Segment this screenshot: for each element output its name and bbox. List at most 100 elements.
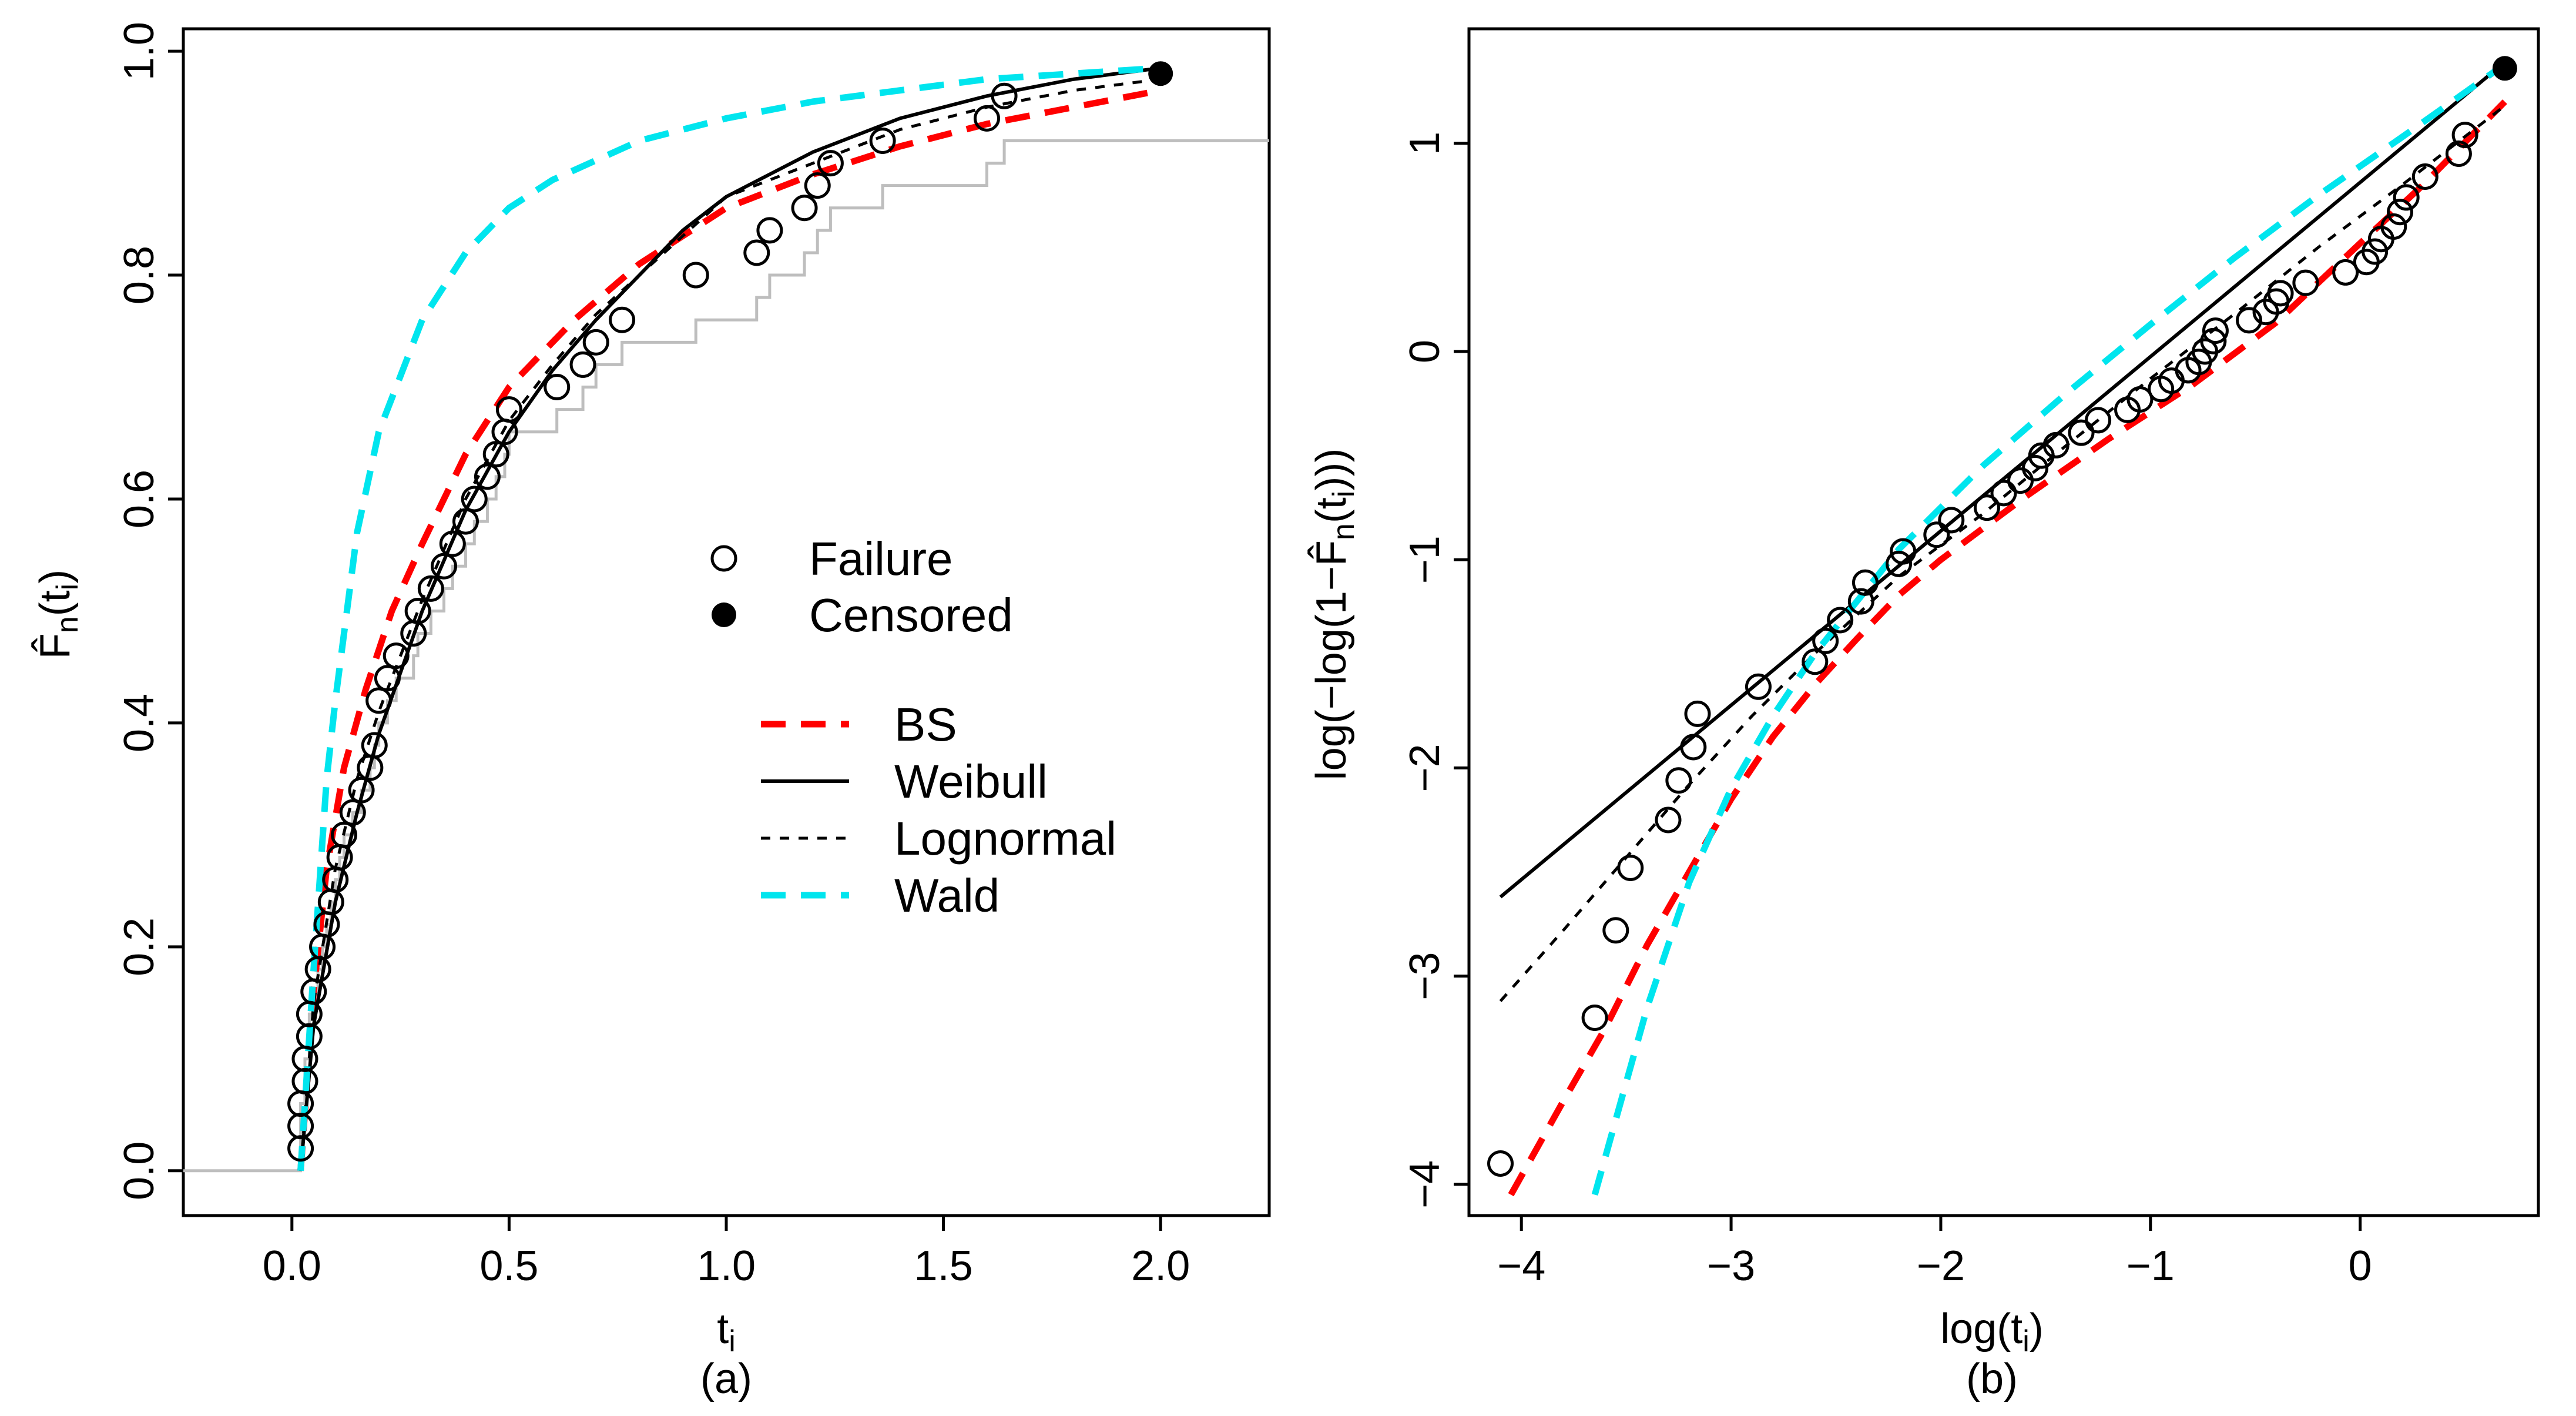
failure-point: [1802, 648, 1829, 675]
failure-point: [461, 486, 488, 513]
y-tick-label: 1.0: [116, 22, 163, 81]
legend-marker-failure: [710, 545, 737, 572]
y-tick-label: 0.0: [116, 1141, 163, 1200]
failure-point: [2411, 163, 2439, 190]
series-line-weibull: [1499, 61, 2506, 899]
x-tick-label: 1.0: [697, 1243, 756, 1290]
panel-a: 0.0 0.5 1.0 1.5 2.0 0.0 0.2 0.4 0.6 0.8 1.0 Failure…: [116, 22, 1271, 1290]
failure-point: [1602, 917, 1629, 944]
failure-point: [2202, 317, 2229, 344]
failure-point: [348, 776, 375, 804]
failure-point: [1886, 550, 1913, 577]
plot-area: [183, 61, 1269, 1173]
failure-point: [417, 575, 444, 602]
failure-point: [1655, 806, 1682, 833]
panel-b: −4 −3 −2 −1 0 −4 −3 −2 −1 0 1: [1401, 27, 2540, 1290]
failure-point: [1581, 1005, 1608, 1031]
legend-label: Censored: [809, 589, 1013, 641]
failure-point: [1852, 569, 1879, 596]
series-line-bs: [1508, 99, 2507, 1197]
panel-a-xlabel: ti: [717, 1305, 736, 1358]
series-line-wald: [297, 65, 1161, 1171]
failure-point: [2380, 213, 2407, 240]
failure-point: [1923, 521, 1950, 548]
failure-point: [1487, 1150, 1514, 1177]
failure-point: [2332, 259, 2359, 286]
failure-point: [2200, 327, 2227, 354]
censored-point: [2492, 56, 2517, 81]
x-tick-label: −2: [1917, 1243, 1965, 1290]
panel-a-label: (a): [700, 1355, 752, 1402]
failure-point: [1665, 767, 1692, 794]
failure-point: [609, 306, 636, 333]
y-tick-label: −1: [1401, 535, 1448, 584]
failure-point: [1684, 700, 1711, 727]
legend-label: Weibull: [894, 755, 1048, 808]
series-line-bs: [297, 87, 1162, 1171]
failure-point: [1973, 494, 2000, 521]
failure-point: [2236, 307, 2263, 334]
failure-point: [743, 239, 770, 266]
x-tick-label: −1: [2126, 1243, 2175, 1290]
failure-point: [2292, 269, 2319, 296]
series-line-lognormal: [1499, 105, 2506, 1002]
failure-point: [1990, 480, 2017, 507]
legend-label: BS: [894, 698, 957, 751]
ecdf-step-line: [183, 139, 1269, 1173]
failure-point: [404, 597, 431, 624]
failure-point: [1745, 673, 1772, 700]
panel-b-xlabel: log(ti): [1940, 1305, 2044, 1358]
legend-label: Lognormal: [894, 812, 1116, 865]
failure-point: [2445, 140, 2472, 168]
panel-b-ylabel: log(−log(1−F̂n(ti))): [1307, 448, 1361, 781]
failure-point: [1812, 627, 1839, 654]
failure-point: [365, 687, 393, 714]
failure-point: [1938, 507, 1965, 534]
y-tick-label: 0.8: [116, 246, 163, 304]
failure-point: [452, 508, 479, 535]
failure-point: [474, 463, 501, 490]
y-tick-label: 0: [1401, 340, 1448, 363]
legend-label: Wald: [894, 869, 999, 922]
x-tick-label: −3: [1707, 1243, 1755, 1290]
y-tick-label: −4: [1401, 1160, 1448, 1209]
failure-point: [482, 441, 509, 468]
failure-point: [495, 396, 522, 423]
x-tick-label: 2.0: [1131, 1243, 1190, 1290]
failure-point: [431, 553, 458, 580]
failure-point: [439, 530, 466, 557]
failure-point: [2068, 419, 2095, 446]
failure-point: [2126, 386, 2154, 413]
censored-point: [1148, 61, 1173, 86]
failure-point: [2085, 407, 2112, 434]
failure-point: [361, 732, 388, 759]
failure-point: [682, 262, 709, 289]
failure-point: [544, 374, 571, 401]
y-tick-label: 0.4: [116, 694, 163, 752]
x-tick-label: 0.5: [479, 1243, 538, 1290]
x-tick-label: 1.5: [914, 1243, 973, 1290]
y-tick-label: 0.6: [116, 470, 163, 528]
failure-point: [2451, 122, 2478, 149]
failure-point: [817, 150, 844, 177]
panel-a-labels: ti (a) F̂n(ti): [31, 570, 752, 1402]
panel-b-label: (b): [1966, 1355, 2018, 1402]
panel-a-ylabel: F̂n(ti): [31, 570, 85, 659]
failure-point: [791, 195, 818, 222]
failure-point: [756, 217, 783, 244]
failure-point: [2393, 184, 2420, 211]
failure-point: [2362, 238, 2389, 265]
failure-point: [2042, 431, 2069, 458]
failure-point: [2267, 280, 2294, 307]
x-tick-label: −4: [1497, 1243, 1545, 1290]
failure-point: [2007, 467, 2034, 494]
series-line-wald: [1591, 61, 2507, 1196]
failure-point: [1847, 588, 1874, 615]
failure-point: [2386, 199, 2413, 226]
failure-point: [374, 665, 401, 692]
failure-point: [383, 642, 410, 669]
failure-point: [869, 127, 896, 154]
legend-marker-censored: [712, 602, 736, 627]
y-tick-label: 0.2: [116, 918, 163, 976]
failure-point: [569, 351, 596, 378]
